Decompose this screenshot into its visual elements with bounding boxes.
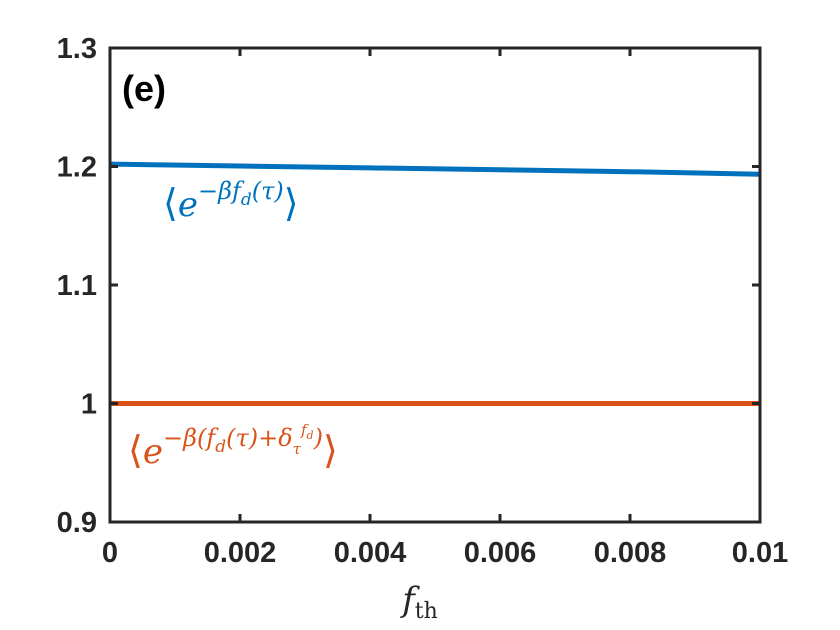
y-tick-label-0: 0.9	[57, 507, 97, 539]
x-tick-label-5: 0.01	[732, 537, 788, 569]
series-line-0	[109, 161, 761, 177]
plot-frame	[108, 46, 762, 524]
plot-background	[110, 48, 760, 522]
y-tick-label-2: 1.1	[57, 270, 97, 302]
annotation-blue-series: ⟨e−βfd(τ)⟩	[163, 177, 299, 225]
annotation-orange-series: ⟨e−β(fd(τ)+δτfd)⟩	[128, 421, 338, 472]
x-tick-label-3: 0.006	[464, 537, 537, 569]
x-tick-label-1: 0.002	[204, 537, 277, 569]
x-tick-label-2: 0.004	[334, 537, 407, 569]
series-layer	[109, 161, 761, 406]
tick-labels-layer: 0 0.002 0.004 0.006 0.008 0.01 0.9 1 1.1 1.2 1.3	[57, 33, 789, 569]
y-tick-label-3: 1.2	[57, 152, 97, 184]
y-tick-label-4: 1.3	[57, 33, 97, 65]
x-tick-label-0: 0	[102, 537, 118, 569]
panel-label: (e)	[122, 68, 166, 109]
x-tick-label-4: 0.008	[594, 537, 667, 569]
x-axis-label: fth	[399, 580, 438, 624]
y-tick-label-1: 1	[81, 389, 97, 421]
